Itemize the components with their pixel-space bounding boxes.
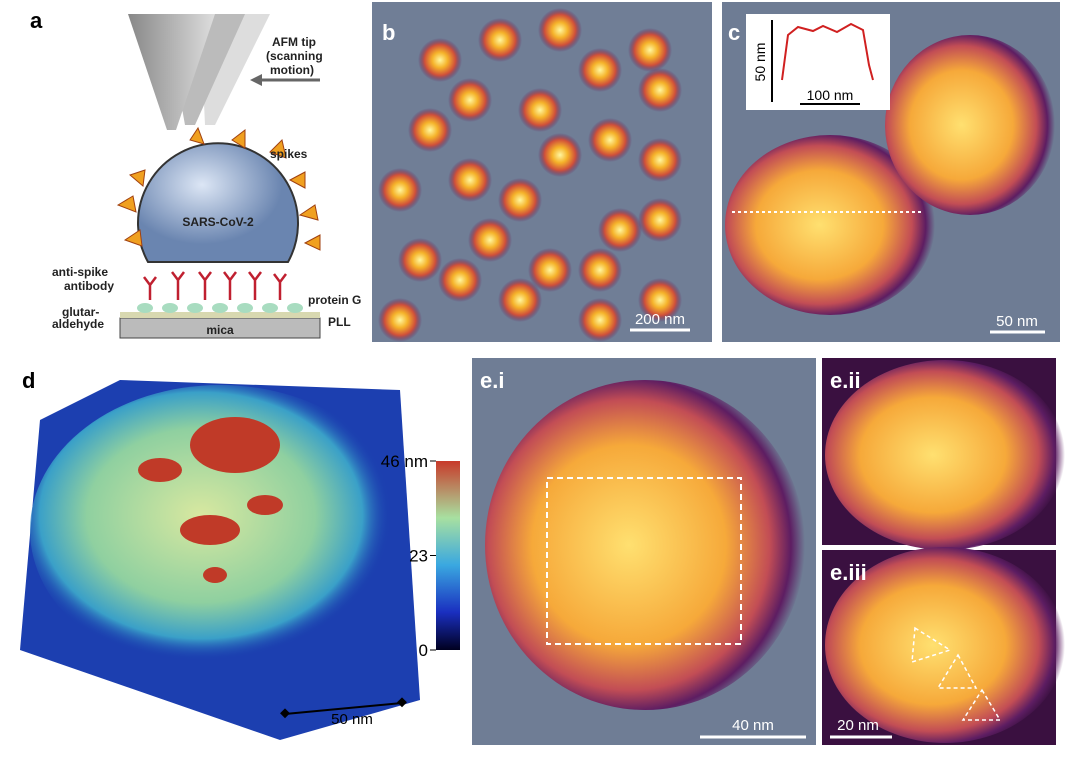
particle <box>518 88 562 132</box>
afm-tip <box>128 14 215 130</box>
label: SARS-CoV-2 <box>182 215 254 229</box>
virus-particle <box>725 135 935 315</box>
panel-d: d 50 nm <box>20 368 460 740</box>
label: PLL <box>328 315 351 329</box>
particle <box>638 68 682 112</box>
label: antibody <box>64 279 114 293</box>
panel-label: d <box>22 368 35 393</box>
virus-particle <box>885 35 1055 215</box>
panel-eiii: e.iii 20 nm <box>822 547 1065 745</box>
colorbar-label: 46 nm <box>381 452 428 471</box>
scale-bar <box>284 702 403 715</box>
height-profile <box>781 22 874 81</box>
protein-g <box>137 303 303 313</box>
label: (scanning <box>266 49 323 63</box>
particle <box>528 248 572 292</box>
virus-particle <box>485 380 805 710</box>
particle <box>478 18 522 62</box>
panel-label: b <box>382 20 395 45</box>
particle <box>578 248 622 292</box>
pll-layer <box>120 312 320 318</box>
panel-c: 50 nm 100 nm c 50 nm <box>722 2 1060 342</box>
scale-label: 50 nm <box>331 711 373 728</box>
particle <box>498 178 542 222</box>
particle <box>378 168 422 212</box>
scale-label: 40 nm <box>732 717 774 734</box>
panel-a: a AFM tip (scanning motion) spikes SARS-… <box>30 8 361 339</box>
scale-label: 50 nm <box>996 313 1038 330</box>
panel-b: b 200 nm <box>372 2 712 342</box>
colorbar-label: 23 <box>409 547 428 566</box>
label: spikes <box>270 147 308 161</box>
particle <box>578 298 622 342</box>
particle <box>378 298 422 342</box>
label: motion) <box>270 63 314 77</box>
label: aldehyde <box>52 317 104 331</box>
label: glutar- <box>62 305 99 319</box>
panel-label: a <box>30 8 43 33</box>
inset-x-label: 100 nm <box>807 87 854 103</box>
peaks <box>138 417 283 583</box>
particles <box>378 8 682 342</box>
inset <box>746 14 890 110</box>
particle <box>638 278 682 322</box>
particle <box>638 138 682 182</box>
zoom-image <box>825 360 1065 550</box>
colorbar-label: 0 <box>419 641 428 660</box>
colorbar <box>436 461 460 650</box>
particle <box>408 108 452 152</box>
scale-label: 20 nm <box>837 717 879 734</box>
particle <box>588 118 632 162</box>
label: protein G <box>308 293 361 307</box>
label: mica <box>206 323 234 337</box>
particle <box>598 208 642 252</box>
label: anti-spike <box>52 265 108 279</box>
panel-label: e.ii <box>830 368 861 393</box>
panel-label: e.i <box>480 368 504 393</box>
particle <box>628 28 672 72</box>
particle <box>538 133 582 177</box>
particle <box>538 8 582 52</box>
antibodies <box>143 271 287 300</box>
arrow <box>250 74 262 86</box>
particle <box>438 258 482 302</box>
triangles <box>911 626 1002 721</box>
spikes <box>116 126 321 251</box>
panel-ei: e.i 40 nm <box>472 358 816 745</box>
virus <box>137 142 299 263</box>
inset-y-label: 50 nm <box>752 43 768 82</box>
panel-label: c <box>728 20 740 45</box>
particle <box>468 218 512 262</box>
panel-eii: e.ii <box>822 358 1065 550</box>
label: AFM tip <box>272 35 316 49</box>
particle <box>448 78 492 122</box>
panel-label: e.iii <box>830 560 867 585</box>
particle <box>398 238 442 282</box>
particle <box>448 158 492 202</box>
particle <box>498 278 542 322</box>
scale-label: 200 nm <box>635 311 685 328</box>
zoom-image <box>825 547 1065 743</box>
particle <box>418 38 462 82</box>
particle <box>638 198 682 242</box>
particle <box>578 48 622 92</box>
